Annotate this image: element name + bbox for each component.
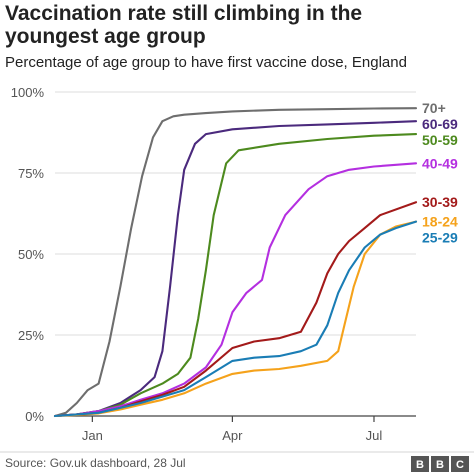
x-tick-label: Jan xyxy=(82,428,103,443)
x-tick-label: Jul xyxy=(366,428,383,443)
logo-block xyxy=(411,456,429,472)
series-label-18-24: 18-24 xyxy=(422,214,458,230)
y-tick-label: 25% xyxy=(18,328,44,343)
chart-title-line-2: youngest age group xyxy=(5,25,206,48)
logo-letter: B xyxy=(436,459,444,471)
gridlines xyxy=(55,91,416,336)
y-tick-label: 75% xyxy=(18,166,44,181)
series-label-50-59: 50-59 xyxy=(422,132,458,148)
logo-letter: C xyxy=(456,459,464,471)
series-label-40-49: 40-49 xyxy=(422,155,458,171)
series-line-40-49 xyxy=(53,162,418,418)
series-line-60-69 xyxy=(53,120,418,418)
y-tick-label: 0% xyxy=(25,409,44,424)
series-label-30-39: 30-39 xyxy=(422,194,458,210)
y-tick-label: 100% xyxy=(11,85,45,100)
chart-subtitle: Percentage of age group to have first va… xyxy=(5,54,407,71)
series-label-70+: 70+ xyxy=(422,100,446,116)
logo-block xyxy=(431,456,449,472)
logo-block xyxy=(451,456,469,472)
series-line-70+ xyxy=(53,107,418,418)
series-lines xyxy=(53,107,418,418)
series-label-25-29: 25-29 xyxy=(422,230,458,246)
series-line-18-24 xyxy=(53,220,418,418)
chart-title-line-1: Vaccination rate still climbing in the xyxy=(5,2,362,25)
series-line-25-29 xyxy=(53,220,418,418)
series-label-60-69: 60-69 xyxy=(422,116,458,132)
logo-letter: B xyxy=(416,459,424,471)
y-tick-label: 50% xyxy=(18,247,44,262)
x-tick-label: Apr xyxy=(222,428,243,443)
source-note: Source: Gov.uk dashboard, 28 Jul xyxy=(5,456,186,470)
axes: 0% 25% 50% 75% 100% Jan Apr Jul xyxy=(11,85,416,443)
